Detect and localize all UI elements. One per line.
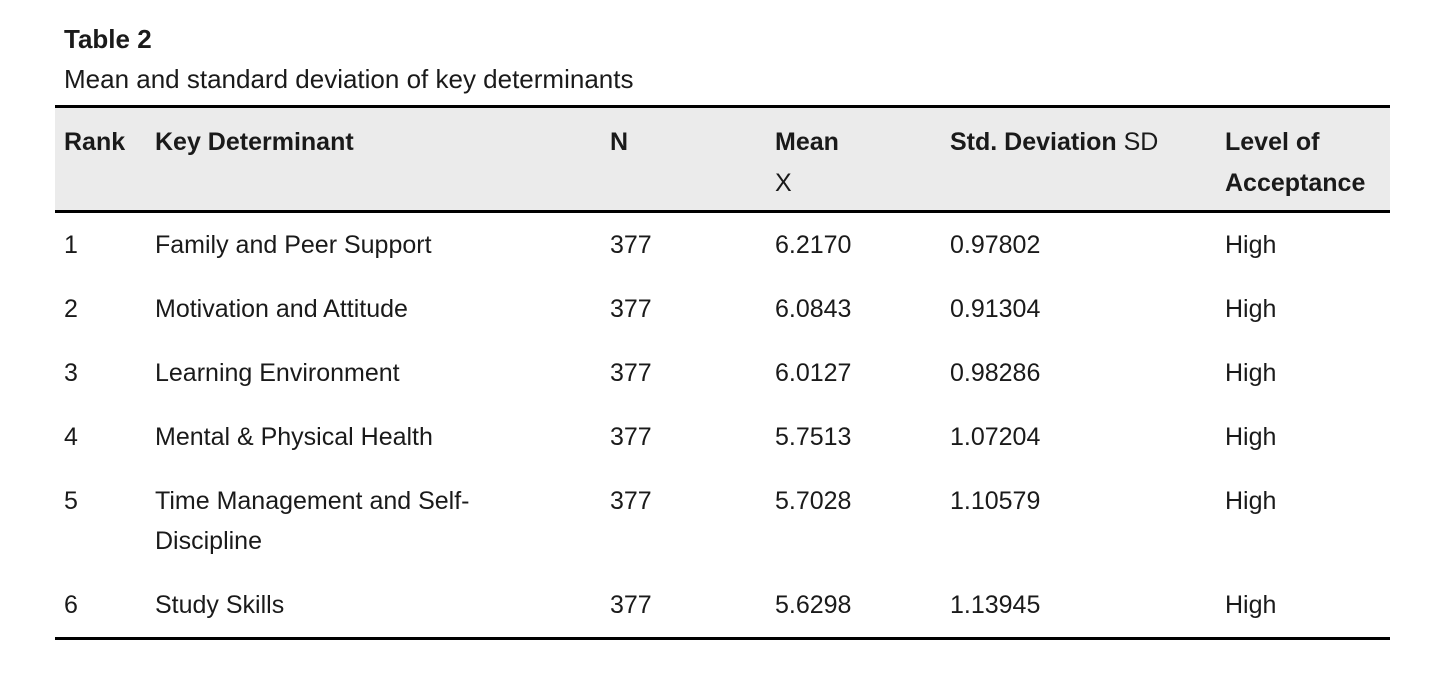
cell-determinant: Family and Peer Support (155, 231, 432, 259)
cell-n: 377 (610, 231, 652, 259)
table-header: Rank Key Determinant N Mean X Std. Deviat… (55, 106, 1390, 212)
cell-mean: 6.0127 (775, 359, 852, 387)
table-title-block: Table 2 Mean and standard deviation of k… (64, 22, 1444, 96)
cell-rank: 1 (64, 231, 78, 259)
cell-sd: 0.98286 (950, 359, 1041, 387)
table-body: 1 Family and Peer Support 377 6.2170 0.9… (55, 212, 1390, 639)
paper-page: Table 2 Mean and standard deviation of k… (55, 22, 1444, 640)
cell-level: High (1225, 591, 1277, 619)
cell-sd: 1.13945 (950, 591, 1041, 619)
header-sd-label: Std. Deviation (950, 128, 1117, 156)
determinants-table: Rank Key Determinant N Mean X Std. Deviat… (55, 105, 1390, 640)
cell-mean: 5.6298 (775, 591, 852, 619)
cell-rank: 5 (64, 487, 78, 515)
table-row: 1 Family and Peer Support 377 6.2170 0.9… (55, 212, 1390, 278)
cell-sd: 1.07204 (950, 423, 1041, 451)
header-rank: Rank (64, 128, 126, 156)
header-key-determinant: Key Determinant (155, 128, 354, 156)
cell-n: 377 (610, 359, 652, 387)
table-header-row: Rank Key Determinant N Mean X Std. Deviat… (55, 106, 1390, 212)
cell-n: 377 (610, 487, 652, 515)
header-mean-symbol: X (775, 169, 792, 197)
table-row: 6 Study Skills 377 5.6298 1.13945 High (55, 573, 1390, 639)
cell-mean: 6.0843 (775, 295, 852, 323)
cell-rank: 2 (64, 295, 78, 323)
cell-determinant: Time Management and Self- Discipline (155, 487, 470, 555)
header-sd-abbrev: SD (1116, 128, 1159, 156)
cell-mean: 6.2170 (775, 231, 852, 259)
cell-rank: 6 (64, 591, 78, 619)
cell-n: 377 (610, 423, 652, 451)
header-mean-label: Mean (775, 128, 839, 156)
cell-rank: 4 (64, 423, 78, 451)
cell-level: High (1225, 295, 1277, 323)
table-row: 4 Mental & Physical Health 377 5.7513 1.… (55, 405, 1390, 469)
cell-level: High (1225, 359, 1277, 387)
cell-sd: 1.10579 (950, 487, 1041, 515)
cell-rank: 3 (64, 359, 78, 387)
cell-determinant: Study Skills (155, 591, 285, 619)
header-n: N (610, 128, 629, 156)
cell-determinant: Learning Environment (155, 359, 400, 387)
header-std-deviation: Std. Deviation SD (950, 107, 1225, 212)
cell-n: 377 (610, 295, 652, 323)
header-mean: Mean X (775, 107, 950, 212)
table-row: 3 Learning Environment 377 6.0127 0.9828… (55, 341, 1390, 405)
table-row: 5 Time Management and Self- Discipline 3… (55, 469, 1390, 573)
table-row: 2 Motivation and Attitude 377 6.0843 0.9… (55, 277, 1390, 341)
cell-level: High (1225, 487, 1277, 515)
cell-determinant: Motivation and Attitude (155, 295, 408, 323)
table-caption: Mean and standard deviation of key deter… (64, 64, 634, 94)
cell-level: High (1225, 423, 1277, 451)
cell-mean: 5.7028 (775, 487, 852, 515)
cell-n: 377 (610, 591, 652, 619)
cell-level: High (1225, 231, 1277, 259)
table-label: Table 2 (64, 24, 152, 54)
header-level-of-acceptance: Level of Acceptance (1225, 128, 1366, 197)
cell-sd: 0.97802 (950, 231, 1041, 259)
cell-mean: 5.7513 (775, 423, 852, 451)
cell-sd: 0.91304 (950, 295, 1041, 323)
cell-determinant: Mental & Physical Health (155, 423, 433, 451)
